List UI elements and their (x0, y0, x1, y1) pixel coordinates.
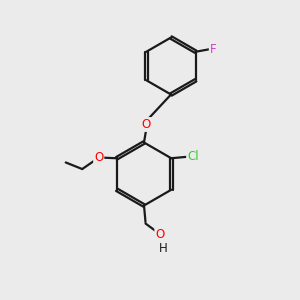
Text: H: H (158, 242, 167, 255)
Text: O: O (94, 151, 103, 164)
Text: Cl: Cl (187, 150, 199, 163)
Text: O: O (142, 118, 151, 131)
Text: F: F (210, 43, 216, 56)
Text: O: O (155, 228, 164, 242)
